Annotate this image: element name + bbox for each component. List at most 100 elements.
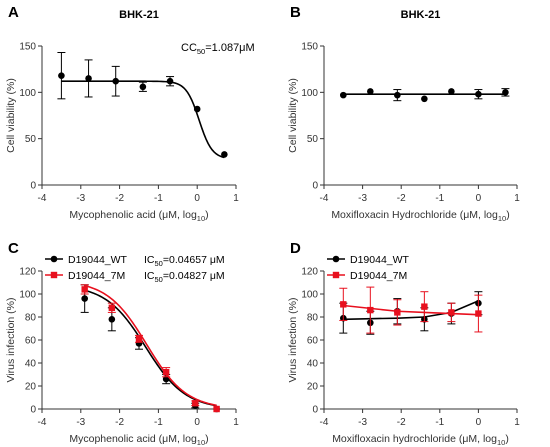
y-tick-label: 0: [30, 181, 36, 192]
data-point: [367, 88, 374, 95]
x-tick-label: 1: [514, 417, 520, 428]
y-tick-label: 50: [25, 134, 37, 145]
cc50-annotation: CC50=1.087μM: [181, 42, 255, 56]
y-tick-label: 40: [307, 359, 319, 370]
x-tick-label: -4: [320, 417, 329, 428]
data-point: [108, 304, 116, 311]
panel-letter: D: [290, 240, 301, 257]
data-point: [221, 151, 228, 158]
data-point: [139, 83, 147, 91]
data-point: [394, 91, 401, 99]
y-tick-label: 150: [301, 42, 318, 53]
data-point: [475, 310, 482, 317]
fit-curve: [84, 284, 217, 407]
data-point: [58, 72, 65, 79]
legend-marker: [332, 271, 340, 279]
data-point: [213, 405, 220, 413]
x-tick-label: -1: [154, 193, 163, 204]
y-axis-label: Virus infection (%): [5, 297, 17, 382]
series-0: D19044_WT: [327, 254, 483, 335]
data-point: [135, 335, 143, 343]
data-point: [85, 75, 92, 82]
x-tick-label: 0: [476, 417, 482, 428]
x-tick-label: -2: [115, 417, 124, 428]
y-tick-label: 0: [312, 405, 318, 416]
data-point: [421, 303, 428, 310]
data-point: [193, 105, 201, 113]
x-tick-label: -1: [435, 417, 444, 428]
x-tick-label: -2: [397, 193, 406, 204]
legend-label: D19044_WT: [68, 254, 128, 266]
x-tick-label: -3: [358, 417, 367, 428]
y-tick-label: 0: [312, 181, 318, 192]
y-tick-label: 60: [25, 336, 37, 347]
x-tick-label: 1: [233, 417, 239, 428]
x-tick-label: -3: [76, 417, 85, 428]
panel-a: A BHK-21 0 50 100 150 -4 -3 -2 -1 0 1 Mycophenolic a…: [5, 4, 255, 223]
data-point: [340, 91, 347, 99]
chart-title: BHK-21: [119, 9, 159, 21]
chart-title: BHK-21: [401, 9, 441, 21]
y-tick-label: 100: [19, 290, 36, 301]
series-1: D19044_7M: [327, 270, 483, 334]
data-point: [340, 301, 347, 308]
data-point: [108, 316, 116, 323]
fit-curve: [343, 300, 479, 321]
data-point: [421, 95, 428, 103]
y-tick-label: 150: [19, 42, 36, 53]
x-tick-label: -4: [320, 193, 329, 204]
data-point: [81, 286, 88, 293]
x-tick-label: -1: [154, 417, 163, 428]
panel-letter: A: [8, 4, 19, 21]
series-0: [340, 88, 510, 103]
legend-marker: [50, 271, 58, 279]
y-tick-label: 120: [19, 267, 36, 278]
data-point: [448, 88, 455, 95]
x-axis-label: Moxifloxacin Hydrochloride (μM, log10): [331, 209, 509, 223]
y-tick-label: 50: [307, 134, 319, 145]
x-tick-label: -1: [435, 193, 444, 204]
data-point: [394, 309, 401, 316]
x-tick-label: -2: [115, 193, 124, 204]
panel-letter: C: [8, 240, 19, 257]
data-point: [367, 306, 374, 314]
legend-marker: [332, 255, 340, 263]
y-tick-label: 80: [25, 313, 37, 324]
y-tick-label: 20: [25, 382, 37, 393]
fit-curve: [61, 80, 225, 159]
x-tick-label: -3: [76, 193, 85, 204]
y-tick-label: 120: [301, 267, 318, 278]
x-tick-label: 0: [194, 417, 200, 428]
y-tick-label: 20: [307, 382, 319, 393]
y-tick-label: 40: [25, 359, 37, 370]
panel-b: B BHK-21 0 50 100 150 -4 -3 -2 -1 0 1 Moxifloxacin H…: [287, 4, 520, 223]
y-tick-label: 80: [307, 313, 319, 324]
x-tick-label: -4: [38, 417, 47, 428]
data-point: [162, 375, 170, 383]
data-point: [448, 309, 455, 316]
y-axis-label: Cell viability (%): [287, 78, 299, 153]
data-point: [502, 89, 509, 96]
y-tick-label: 60: [307, 336, 319, 347]
legend-label: D19044_WT: [350, 254, 410, 266]
legend-label: D19044_7M: [68, 270, 125, 282]
x-tick-label: 1: [233, 193, 239, 204]
panel-c: C 0 20 40 60 80 100 120 -4 -3 -2 -1 0 1 Mycophenolic a…: [5, 240, 239, 447]
y-axis-label: Cell viability (%): [5, 78, 17, 153]
data-point: [192, 400, 199, 407]
y-tick-label: 100: [19, 88, 36, 99]
x-axis-label: Mycophenolic acid (μM, log10): [69, 209, 208, 223]
legend-ic50: IC50=0.04657 μM: [144, 254, 225, 268]
data-point: [112, 77, 120, 85]
y-tick-label: 100: [301, 290, 318, 301]
legend-ic50: IC50=0.04827 μM: [144, 270, 225, 284]
y-tick-label: 100: [301, 88, 318, 99]
panel-letter: B: [290, 4, 301, 21]
series-0: [57, 51, 228, 159]
y-tick-label: 0: [30, 405, 36, 416]
data-point: [166, 77, 174, 85]
x-tick-label: 0: [476, 193, 482, 204]
data-point: [162, 369, 170, 376]
legend-marker: [50, 255, 58, 263]
